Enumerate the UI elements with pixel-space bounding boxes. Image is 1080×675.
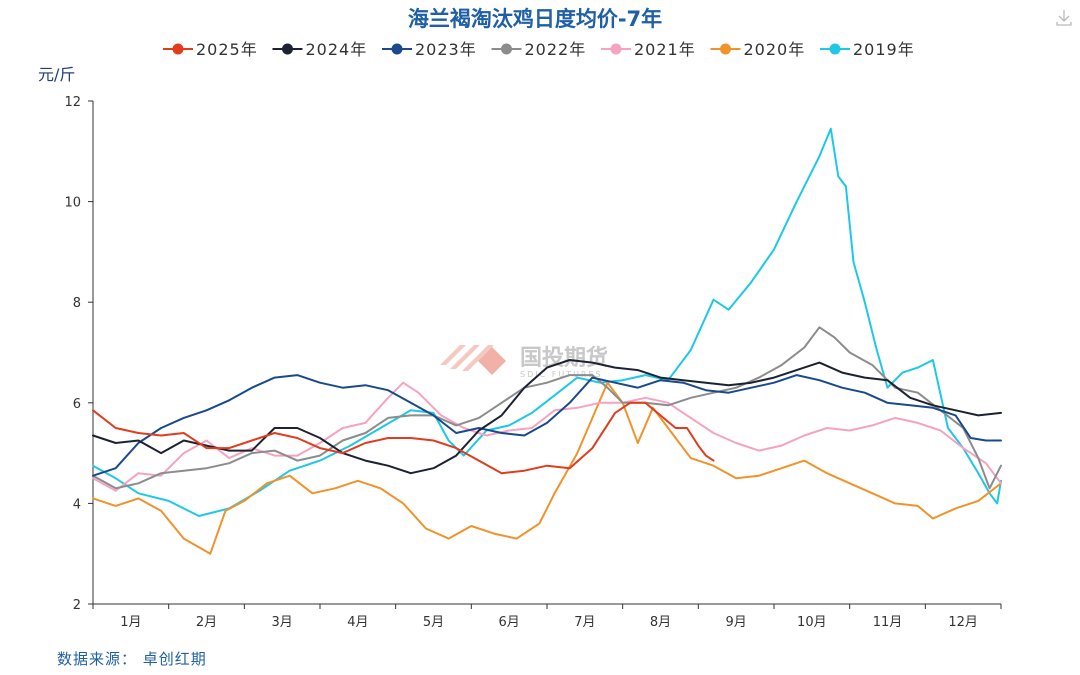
legend-item-2019年: 2019年	[820, 40, 915, 59]
x-tick-label: 2月	[196, 615, 217, 630]
legend-label: 2023年	[415, 40, 477, 59]
watermark-logo-icon	[440, 345, 506, 375]
y-tick-label: 6	[73, 397, 81, 412]
series-line-2025年	[92, 401, 715, 475]
legend-label: 2021年	[634, 40, 696, 59]
watermark-text: 国投期货	[520, 345, 608, 371]
legend: 2025年 2024年 2023年 2022年 2021年 2020年 2019年	[163, 40, 915, 59]
watermark: 国投期货 SDIC FUTURES	[440, 345, 608, 379]
legend-marker	[501, 43, 512, 55]
legend-item-2020年: 2020年	[710, 40, 806, 59]
x-tick-label: 8月	[650, 615, 671, 630]
x-tick-label: 7月	[574, 615, 595, 630]
x-tick-label: 5月	[423, 615, 444, 630]
legend-marker	[391, 43, 403, 55]
legend-item-2021年: 2021年	[601, 40, 696, 59]
chart-title: 海兰褐淘汰鸡日度均价-7年	[408, 7, 662, 31]
y-axis-unit: 元/斤	[38, 65, 75, 84]
x-tick-label: 12月	[948, 615, 978, 630]
legend-marker	[282, 43, 293, 55]
download-icon[interactable]	[1056, 10, 1072, 26]
legend-label: 2020年	[744, 40, 806, 59]
legend-label: 2022年	[525, 40, 587, 59]
y-tick-label: 12	[64, 95, 81, 110]
y-tick-label: 8	[73, 296, 81, 311]
watermark-subtext: SDIC FUTURES	[520, 370, 603, 379]
series-line-2022年	[92, 326, 1002, 490]
legend-label: 2024年	[306, 40, 368, 59]
y-tick-label: 4	[73, 497, 81, 512]
x-tick-label: 11月	[873, 615, 903, 630]
axes: 2 4 6 8 10 12 1月 2月 3月 4月 5月 6月 7月 8月 9月 10月 11月 12月	[64, 95, 1002, 630]
series-line-2021年	[92, 381, 1002, 492]
legend-marker	[610, 43, 622, 55]
series-line-2023年	[92, 374, 1002, 477]
data-source: 数据来源： 卓创红期	[57, 650, 207, 668]
legend-item-2023年: 2023年	[382, 40, 477, 59]
legend-marker	[829, 43, 841, 55]
y-tick-label: 2	[73, 598, 81, 613]
legend-label: 2019年	[853, 40, 915, 59]
x-tick-label: 10月	[797, 615, 827, 630]
legend-item-2022年: 2022年	[491, 40, 587, 59]
x-tick-label: 1月	[120, 615, 141, 630]
legend-marker	[720, 43, 731, 55]
series-lines	[92, 127, 1002, 555]
x-tick-label: 3月	[272, 615, 293, 630]
series-line-2020年	[92, 381, 1002, 555]
legend-item-2025年: 2025年	[163, 40, 258, 59]
x-tick-label: 9月	[726, 615, 747, 630]
legend-item-2024年: 2024年	[272, 40, 368, 59]
x-tick-label: 4月	[347, 615, 368, 630]
x-tick-label: 6月	[499, 615, 520, 630]
legend-marker	[172, 43, 184, 55]
legend-label: 2025年	[196, 40, 258, 59]
series-line-2024年	[92, 359, 1002, 475]
y-tick-label: 10	[64, 196, 81, 211]
